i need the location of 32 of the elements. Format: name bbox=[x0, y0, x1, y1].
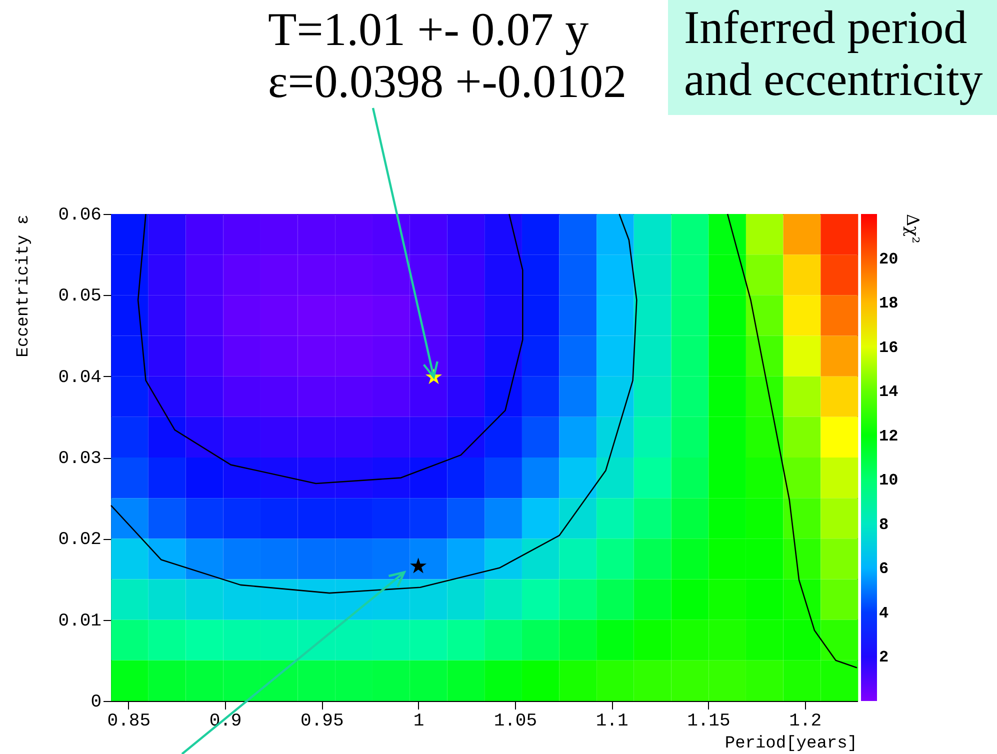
color-bar-label: 18 bbox=[879, 294, 898, 313]
y-tick-label: 0.05 bbox=[58, 286, 102, 307]
color-bar-label: 4 bbox=[879, 604, 889, 622]
y-tick-label: 0.04 bbox=[58, 368, 102, 388]
y-tick-label: 0.02 bbox=[58, 530, 102, 550]
color-bar-label: 6 bbox=[879, 560, 889, 578]
line-series bbox=[137, 213, 524, 484]
y-tick-label: 0.01 bbox=[58, 611, 102, 632]
color-bar-label: 16 bbox=[879, 338, 898, 357]
color-bar-label: 14 bbox=[879, 383, 899, 402]
color-bar-label: 8 bbox=[879, 516, 889, 534]
x-tick-label: 0.85 bbox=[107, 712, 151, 732]
x-tick-label: 1 bbox=[413, 712, 424, 732]
annotation: T=1.01 +- 0.07 y ε=0.0398 +-0.0102 bbox=[268, 4, 627, 108]
line-series bbox=[726, 213, 858, 668]
y-tick-label: 0 bbox=[90, 692, 102, 712]
chart-title: Inferred period and eccentricity bbox=[668, 0, 997, 115]
x-axis-title: Period[years] bbox=[724, 734, 858, 754]
x-tick-label: 0.95 bbox=[300, 712, 344, 732]
y-tick-label: 0.06 bbox=[58, 206, 102, 226]
y-axis-title: Eccentricity ε bbox=[14, 214, 34, 358]
color-bar-label: 2 bbox=[879, 648, 889, 667]
line-series bbox=[110, 213, 638, 594]
x-tick-label: 1.15 bbox=[687, 712, 730, 732]
x-tick-label: 1.1 bbox=[596, 712, 628, 732]
color-bar-label: 12 bbox=[879, 427, 898, 446]
color-bar-title: Δχ² bbox=[902, 214, 922, 244]
x-tick-label: 1.05 bbox=[494, 712, 538, 732]
y-tick-label: 0.03 bbox=[58, 449, 102, 469]
color-bar-label: 10 bbox=[879, 472, 898, 490]
x-tick-label: 1.2 bbox=[789, 712, 822, 732]
color-bar-label: 20 bbox=[879, 250, 898, 268]
